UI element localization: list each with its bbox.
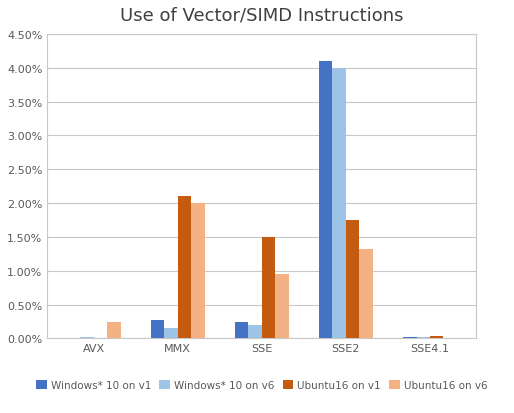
Bar <box>430 336 444 339</box>
Bar <box>275 275 289 339</box>
Bar <box>191 204 205 339</box>
Bar <box>359 249 373 339</box>
Bar <box>333 69 346 339</box>
Legend: Windows* 10 on v1, Windows* 10 on v6, Ubuntu16 on v1, Ubuntu16 on v6: Windows* 10 on v1, Windows* 10 on v6, Ub… <box>32 376 491 394</box>
Bar <box>151 320 164 339</box>
Bar <box>319 62 333 339</box>
Bar <box>346 221 359 339</box>
Bar <box>235 322 248 339</box>
Bar <box>403 337 416 339</box>
Bar <box>80 337 94 339</box>
Bar <box>248 325 262 339</box>
Bar <box>178 197 191 339</box>
Bar <box>107 322 120 339</box>
Title: Use of Vector/SIMD Instructions: Use of Vector/SIMD Instructions <box>120 7 403 25</box>
Bar <box>164 328 178 339</box>
Bar <box>262 237 275 339</box>
Bar <box>416 337 430 339</box>
